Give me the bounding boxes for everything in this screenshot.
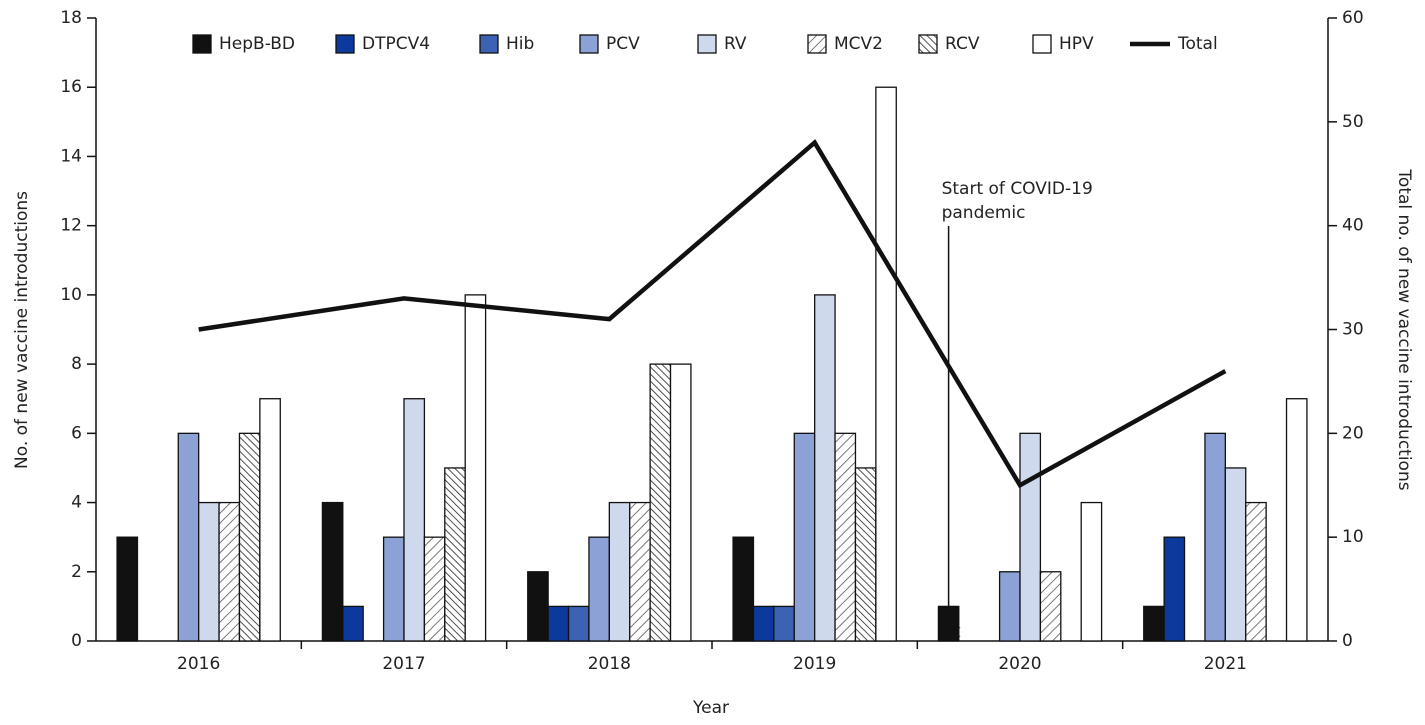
legend-swatch [335, 34, 355, 54]
bar [669, 363, 692, 642]
legend-swatch [807, 34, 827, 54]
legend-swatch [697, 34, 717, 54]
legend-swatch [192, 34, 212, 54]
bar [238, 432, 261, 642]
y-tick-label: 16 [60, 77, 82, 97]
bar [1224, 467, 1247, 642]
bar [732, 536, 755, 642]
y2-tick-label: 60 [1342, 8, 1364, 28]
bar [259, 398, 281, 642]
y-tick-label: 12 [60, 216, 82, 236]
x-tick-label: 2017 [382, 654, 425, 674]
x-tick-label: 2020 [998, 654, 1041, 674]
y-tick-label: 6 [71, 423, 82, 443]
y2-tick-label: 20 [1342, 423, 1364, 443]
bar [752, 605, 775, 642]
y-tick-label: 14 [60, 146, 82, 166]
bar [875, 86, 897, 642]
x-tick-label: 2016 [177, 654, 220, 674]
y-tick-label: 18 [60, 8, 82, 28]
total-line [198, 139, 1227, 489]
bar [1019, 432, 1042, 642]
legend-swatch [479, 34, 499, 54]
y2-tick-label: 50 [1342, 112, 1364, 132]
bar [1285, 398, 1308, 642]
legend-label: HPV [1059, 34, 1094, 54]
legend-label: PCV [606, 34, 640, 54]
bar [998, 571, 1021, 642]
y-tick-label: 4 [71, 493, 82, 513]
x-tick-label: 2021 [1204, 654, 1247, 674]
bar [1143, 605, 1165, 642]
y2-tick-label: 10 [1342, 527, 1364, 547]
legend-label: Hib [506, 34, 534, 54]
legend-label: MCV2 [834, 34, 883, 54]
bar [814, 294, 836, 642]
bar [464, 294, 487, 642]
y-tick-label: 8 [71, 354, 82, 374]
annotation: pandemic [942, 203, 1026, 223]
bar [1080, 501, 1103, 642]
bar [1245, 501, 1267, 642]
y2-tick-label: 30 [1342, 320, 1364, 340]
y2-tick-label: 40 [1342, 216, 1364, 236]
bar [567, 605, 590, 642]
bar [444, 467, 466, 642]
legend-label: DTPCV4 [362, 34, 430, 54]
bar [834, 432, 857, 642]
legend-label: RV [724, 34, 747, 54]
legend-swatch [579, 34, 599, 54]
bar [116, 536, 139, 642]
legend-swatch [1032, 34, 1052, 54]
y-axis-label: No. of new vaccine introductions [12, 191, 32, 469]
bar [588, 536, 610, 642]
bar [547, 605, 570, 642]
y-tick-label: 10 [60, 285, 82, 305]
y2-tick-label: 0 [1342, 631, 1353, 651]
bar [793, 432, 816, 642]
legend-swatch [918, 34, 938, 54]
legend-label: Total [1177, 34, 1218, 54]
x-tick-label: 2018 [588, 654, 631, 674]
x-tick-label: 2019 [793, 654, 836, 674]
bar [382, 536, 405, 642]
bar [1039, 571, 1062, 642]
bar [198, 501, 220, 642]
x-axis-label: Year [692, 698, 729, 718]
annotation: Start of COVID-19 [942, 179, 1093, 199]
y2-axis-label: Total no. of new vaccine introductions [1394, 168, 1414, 490]
bar [608, 501, 631, 642]
bar [321, 501, 344, 642]
bar [527, 571, 549, 642]
y-tick-label: 0 [71, 631, 82, 651]
bar [423, 536, 446, 642]
bar [218, 501, 241, 642]
bar [773, 605, 795, 642]
bar [629, 501, 651, 642]
bar [1163, 536, 1186, 642]
legend-label: RCV [945, 34, 980, 54]
bar [649, 363, 672, 642]
bar [342, 605, 364, 642]
legend-label: HepB-BD [219, 34, 295, 54]
y-tick-label: 2 [71, 562, 82, 582]
bar [403, 398, 426, 642]
bar [177, 432, 200, 642]
bar [1204, 432, 1226, 642]
bar [854, 467, 877, 642]
